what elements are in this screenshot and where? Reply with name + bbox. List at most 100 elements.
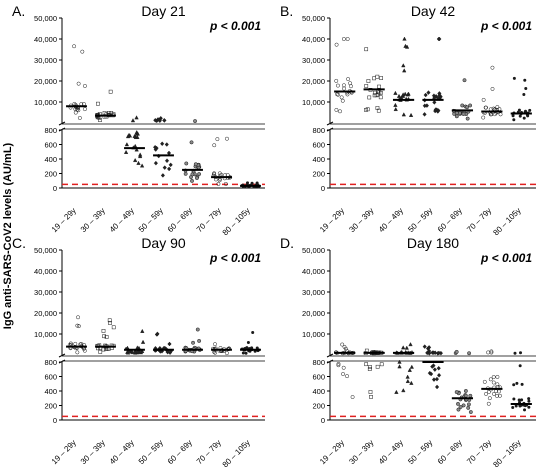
category-label: 60 – 69y [436, 206, 464, 234]
data-point [488, 112, 493, 117]
data-point [524, 87, 528, 91]
data-point [183, 171, 188, 176]
data-point [168, 162, 173, 168]
data-point [340, 342, 345, 347]
data-point [255, 181, 259, 185]
data-point [369, 395, 373, 399]
y-tick-label: 0 [321, 184, 325, 193]
data-point [334, 78, 339, 83]
data-point [336, 361, 341, 366]
data-point [134, 147, 139, 152]
y-tick-label: 800 [312, 126, 325, 135]
y-tick-label: 30,000 [302, 56, 325, 65]
y-tick-label: 10,000 [34, 330, 57, 339]
data-point [197, 338, 202, 343]
data-point [348, 81, 353, 86]
category-label: 80 – 105y [491, 438, 522, 469]
data-point [481, 115, 486, 120]
data-point [405, 378, 410, 383]
data-point [124, 142, 130, 147]
data-point [376, 108, 381, 113]
y-tick-label: 30,000 [34, 288, 57, 297]
data-point [527, 399, 531, 403]
data-point [465, 116, 470, 121]
data-point [366, 79, 371, 83]
data-point [217, 178, 222, 183]
data-point [250, 181, 254, 185]
data-point [336, 363, 341, 368]
data-point [374, 93, 379, 98]
data-point [82, 348, 87, 353]
data-point [367, 367, 372, 371]
data-point [511, 406, 515, 410]
data-point [98, 350, 103, 354]
y-tick-label: 40,000 [302, 267, 325, 276]
y-tick-label: 600 [312, 373, 325, 382]
data-point [522, 116, 526, 120]
data-point [77, 115, 82, 120]
data-point [488, 377, 493, 382]
data-point [394, 389, 399, 394]
data-point [162, 165, 167, 170]
category-label: 70 – 79y [195, 438, 223, 466]
data-point [397, 364, 402, 369]
data-point [138, 350, 144, 355]
y-tick-label: 800 [312, 358, 325, 367]
y-tick-label: 400 [312, 387, 325, 396]
panel-title: Day 42 [411, 3, 456, 19]
data-point [364, 362, 369, 367]
data-point [107, 318, 112, 323]
data-point [523, 78, 527, 82]
data-point [339, 95, 344, 100]
data-point [73, 107, 78, 112]
data-point [167, 341, 172, 347]
data-point [104, 335, 109, 339]
data-point [466, 402, 471, 407]
category-label: 50 – 59y [137, 206, 165, 234]
data-point [368, 365, 372, 369]
data-point [397, 359, 402, 364]
data-point [434, 376, 440, 382]
y-tick-label: 400 [44, 155, 57, 164]
data-point [518, 114, 522, 118]
data-point [430, 364, 435, 369]
y-tick-label: 600 [44, 141, 57, 150]
data-point [132, 133, 137, 138]
data-point [495, 382, 500, 387]
data-point [426, 90, 431, 95]
y-tick-label: 200 [312, 402, 325, 411]
category-label: 80 – 105y [221, 438, 252, 469]
data-point [401, 112, 406, 117]
data-point [527, 397, 531, 401]
category-label: 60 – 69y [436, 438, 464, 466]
y-tick-label: 200 [44, 402, 57, 411]
data-point [364, 108, 368, 112]
data-point [427, 350, 432, 356]
data-point [409, 380, 414, 385]
data-point [375, 74, 380, 79]
data-point [486, 350, 491, 355]
panel-title: Day 90 [141, 235, 186, 251]
data-point [193, 162, 198, 167]
data-point [462, 78, 467, 83]
y-tick-label: 0 [53, 184, 57, 193]
data-point [520, 382, 524, 386]
data-point [433, 107, 438, 112]
data-point [244, 351, 248, 355]
data-point [393, 90, 398, 95]
panel-letter: A. [12, 3, 25, 19]
category-label: 30 – 39y [347, 438, 375, 466]
data-point [492, 391, 496, 396]
data-point [422, 344, 427, 349]
data-point [434, 384, 440, 390]
y-tick-label: 200 [312, 170, 325, 179]
data-point [523, 408, 527, 412]
data-point [377, 84, 381, 89]
data-point [160, 173, 165, 178]
data-point [461, 403, 466, 408]
y-tick-label: 800 [44, 126, 57, 135]
data-point [408, 342, 413, 347]
data-point [515, 381, 519, 385]
data-point [139, 163, 145, 168]
